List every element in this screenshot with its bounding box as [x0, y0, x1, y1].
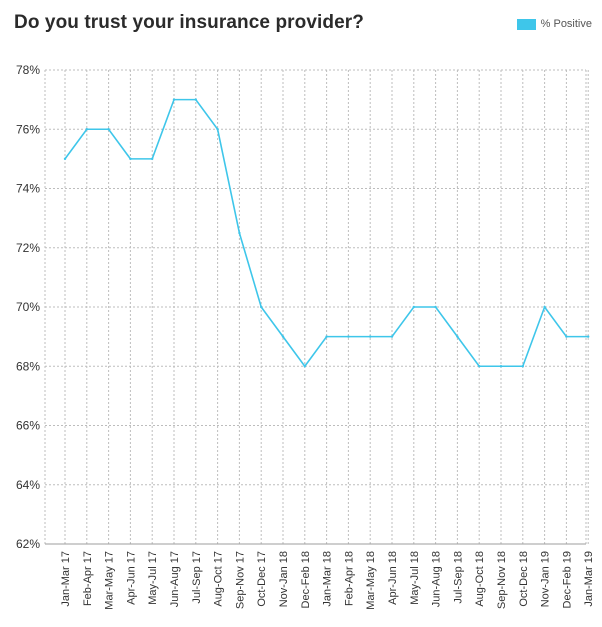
- x-tick-label: Apr-Jun 18: [387, 551, 399, 605]
- legend: % Positive: [516, 18, 592, 30]
- x-tick-label: Sep-Nov 18: [496, 551, 508, 609]
- data-point: [129, 157, 132, 161]
- y-tick-labels: 62% 64% 66% 68% 70% 72% 74% 76% 78%: [16, 63, 40, 551]
- y-tick-label: 76%: [16, 122, 40, 136]
- legend-swatch: [516, 18, 536, 30]
- x-tick-label: Jul-Sep 17: [191, 551, 203, 604]
- data-point: [216, 128, 219, 131]
- axes: [44, 70, 587, 545]
- data-point: [543, 305, 546, 309]
- x-tick-label: Jun-Aug 17: [169, 551, 181, 607]
- chart-title: Do you trust your insurance provider?: [14, 12, 364, 33]
- x-tick-label: Feb-Apr 17: [82, 551, 94, 606]
- x-tick-label: Jan-Mar 19: [583, 551, 595, 607]
- data-point: [478, 365, 481, 368]
- data-point: [63, 157, 67, 161]
- x-tick-label: Jan-Mar 17: [60, 551, 72, 607]
- x-tick-label: Mar-May 17: [104, 551, 116, 610]
- series-group: [63, 98, 590, 368]
- y-gridlines: [45, 69, 586, 545]
- x-tick-label: Oct-Dec 17: [256, 551, 268, 607]
- y-tick-label: 68%: [16, 359, 40, 373]
- x-tick-label: Aug-Oct 18: [474, 551, 486, 607]
- legend-label: % Positive: [540, 18, 592, 30]
- x-tick-label: Jan-Mar 18: [322, 551, 334, 607]
- data-point: [325, 335, 328, 338]
- y-tick-label: 78%: [16, 63, 40, 77]
- x-tick-label: Mar-May 18: [365, 551, 377, 610]
- x-tick-label: Dec-Feb 19: [561, 551, 573, 608]
- data-point: [281, 335, 285, 338]
- y-tick-label: 66%: [16, 419, 40, 433]
- x-tick-labels: Jan-Mar 17 Feb-Apr 17 Mar-May 17 Apr-Jun 17…: [60, 551, 595, 610]
- y-tick-label: 64%: [16, 478, 40, 492]
- y-tick-label: 70%: [16, 300, 40, 314]
- data-point: [85, 128, 89, 131]
- x-tick-label: May-Jul 18: [409, 551, 421, 605]
- x-tick-label: Aug-Oct 17: [213, 551, 225, 607]
- data-point: [347, 335, 350, 338]
- x-tick-label: Apr-Jun 17: [125, 551, 137, 605]
- data-point: [369, 335, 372, 338]
- x-tick-label: May-Jul 17: [147, 551, 159, 605]
- x-tick-label: Feb-Apr 18: [343, 551, 355, 606]
- data-point: [587, 335, 590, 338]
- data-point: [260, 305, 263, 309]
- data-point: [172, 98, 176, 101]
- data-point: [456, 335, 459, 338]
- data-point: [194, 98, 197, 101]
- data-point: [521, 365, 524, 368]
- data-point: [390, 335, 394, 338]
- y-tick-label: 62%: [16, 537, 40, 551]
- data-point: [565, 335, 568, 338]
- y-tick-label: 72%: [16, 241, 40, 255]
- data-point: [303, 365, 306, 368]
- data-point: [499, 365, 503, 368]
- x-tick-label: Dec-Feb 18: [300, 551, 312, 608]
- y-tick-label: 74%: [16, 182, 40, 196]
- x-tick-label: Nov-Jan 18: [278, 551, 290, 607]
- data-point: [434, 305, 437, 309]
- data-point: [412, 305, 415, 309]
- x-tick-label: Jun-Aug 18: [431, 551, 443, 607]
- x-tick-label: Nov-Jan 19: [540, 551, 552, 607]
- x-tick-label: Sep-Nov 17: [234, 551, 246, 609]
- x-tick-label: Jul-Sep 18: [452, 551, 464, 604]
- x-tick-label: Oct-Dec 18: [518, 551, 530, 607]
- data-point: [238, 231, 241, 235]
- data-point: [151, 157, 154, 161]
- data-point: [107, 128, 110, 131]
